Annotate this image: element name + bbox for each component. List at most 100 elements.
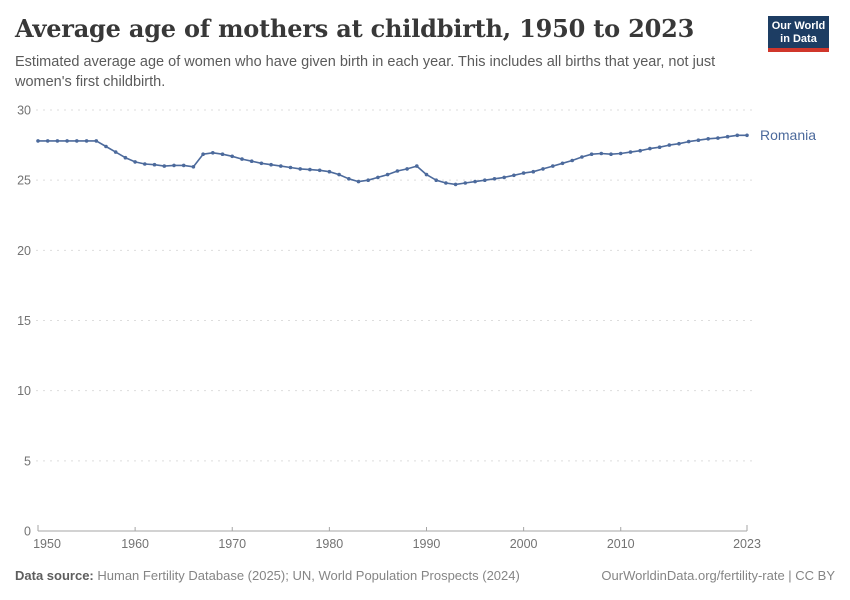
data-point[interactable] (172, 163, 176, 168)
data-point[interactable] (201, 152, 205, 156)
data-point[interactable] (113, 150, 118, 154)
data-point[interactable] (706, 137, 710, 141)
data-point[interactable] (152, 162, 157, 167)
x-tick-label: 1970 (218, 537, 246, 551)
x-tick-label: 2010 (607, 537, 635, 551)
y-tick-label: 20 (17, 244, 31, 258)
data-point[interactable] (230, 154, 234, 159)
data-point[interactable] (551, 164, 555, 168)
y-tick-label: 25 (17, 174, 31, 188)
data-point[interactable] (463, 181, 468, 185)
data-point[interactable] (735, 133, 740, 138)
y-tick-label: 15 (17, 314, 31, 328)
data-point[interactable] (288, 165, 293, 170)
x-tick-label: 2023 (733, 537, 761, 551)
data-point[interactable] (65, 139, 69, 143)
data-point[interactable] (453, 182, 458, 187)
data-point[interactable] (599, 151, 604, 156)
data-source-text: Human Fertility Database (2025); UN, Wor… (97, 568, 520, 583)
license-link[interactable]: OurWorldinData.org/fertility-rate | CC B… (601, 568, 835, 583)
x-tick-label: 2000 (510, 537, 538, 551)
data-point[interactable] (444, 181, 448, 185)
x-tick-label: 1980 (315, 537, 343, 551)
data-point[interactable] (483, 178, 487, 182)
data-point[interactable] (580, 155, 584, 159)
data-point[interactable] (521, 171, 526, 175)
data-point[interactable] (220, 152, 225, 156)
data-point[interactable] (36, 139, 40, 143)
data-point[interactable] (337, 172, 341, 177)
data-point[interactable] (745, 133, 749, 138)
data-point[interactable] (143, 162, 147, 166)
data-point[interactable] (415, 164, 419, 168)
data-point[interactable] (492, 177, 497, 181)
data-point[interactable] (366, 178, 371, 182)
data-point[interactable] (638, 148, 642, 153)
data-point[interactable] (531, 169, 536, 174)
data-point[interactable] (376, 175, 380, 180)
chart-footer: Data source: Human Fertility Database (2… (15, 568, 835, 583)
owid-logo-line1: Our World (771, 20, 826, 32)
data-point[interactable] (541, 167, 545, 171)
data-point[interactable] (191, 165, 196, 169)
data-source-note: Data source: Human Fertility Database (2… (15, 568, 520, 583)
data-point[interactable] (385, 172, 390, 177)
chart-title: Average age of mothers at childbirth, 19… (15, 14, 695, 43)
y-tick-label: 0 (24, 525, 31, 539)
data-point[interactable] (84, 139, 89, 143)
data-point[interactable] (269, 162, 273, 167)
data-point[interactable] (716, 136, 720, 140)
data-point[interactable] (75, 139, 79, 143)
data-point[interactable] (240, 157, 244, 161)
data-point[interactable] (94, 139, 99, 143)
data-point[interactable] (45, 139, 50, 143)
data-point[interactable] (249, 159, 254, 163)
data-point[interactable] (308, 167, 312, 172)
data-point[interactable] (512, 173, 516, 178)
data-point[interactable] (502, 175, 507, 180)
data-point[interactable] (725, 134, 730, 139)
data-point[interactable] (55, 139, 60, 143)
data-point[interactable] (298, 167, 303, 171)
chart-subtitle: Estimated average age of women who have … (15, 54, 716, 90)
data-point[interactable] (279, 164, 283, 168)
data-point[interactable] (686, 139, 691, 144)
data-point[interactable] (133, 160, 137, 164)
data-point[interactable] (162, 164, 167, 168)
y-tick-label: 10 (17, 384, 31, 398)
data-source-label: Data source: (15, 568, 94, 583)
data-point[interactable] (356, 179, 361, 184)
data-point[interactable] (648, 146, 652, 151)
data-point[interactable] (317, 168, 322, 173)
data-point[interactable] (123, 155, 128, 160)
data-point[interactable] (181, 163, 186, 168)
data-point[interactable] (628, 150, 633, 154)
data-point[interactable] (657, 145, 662, 149)
data-point[interactable] (434, 178, 439, 182)
data-point[interactable] (395, 169, 400, 173)
data-point[interactable] (618, 151, 623, 156)
data-point[interactable] (347, 177, 351, 181)
data-point[interactable] (677, 141, 681, 146)
data-point[interactable] (609, 152, 613, 156)
x-tick-label: 1990 (413, 537, 441, 551)
data-point[interactable] (570, 158, 574, 163)
y-tick-label: 5 (24, 454, 31, 468)
data-point[interactable] (327, 169, 332, 174)
data-point[interactable] (405, 167, 409, 171)
y-tick-label: 30 (17, 104, 31, 118)
data-point[interactable] (259, 161, 264, 166)
owid-logo[interactable]: Our World in Data (768, 16, 829, 52)
data-point[interactable] (104, 144, 108, 149)
data-point[interactable] (667, 143, 672, 147)
data-point[interactable] (589, 152, 594, 156)
data-point[interactable] (696, 138, 701, 142)
data-point[interactable] (560, 161, 565, 166)
series-label-romania[interactable]: Romania (760, 127, 817, 144)
data-point[interactable] (473, 179, 477, 184)
data-point[interactable] (424, 172, 429, 177)
data-point[interactable] (211, 151, 215, 155)
x-tick-label: 1960 (121, 537, 149, 551)
